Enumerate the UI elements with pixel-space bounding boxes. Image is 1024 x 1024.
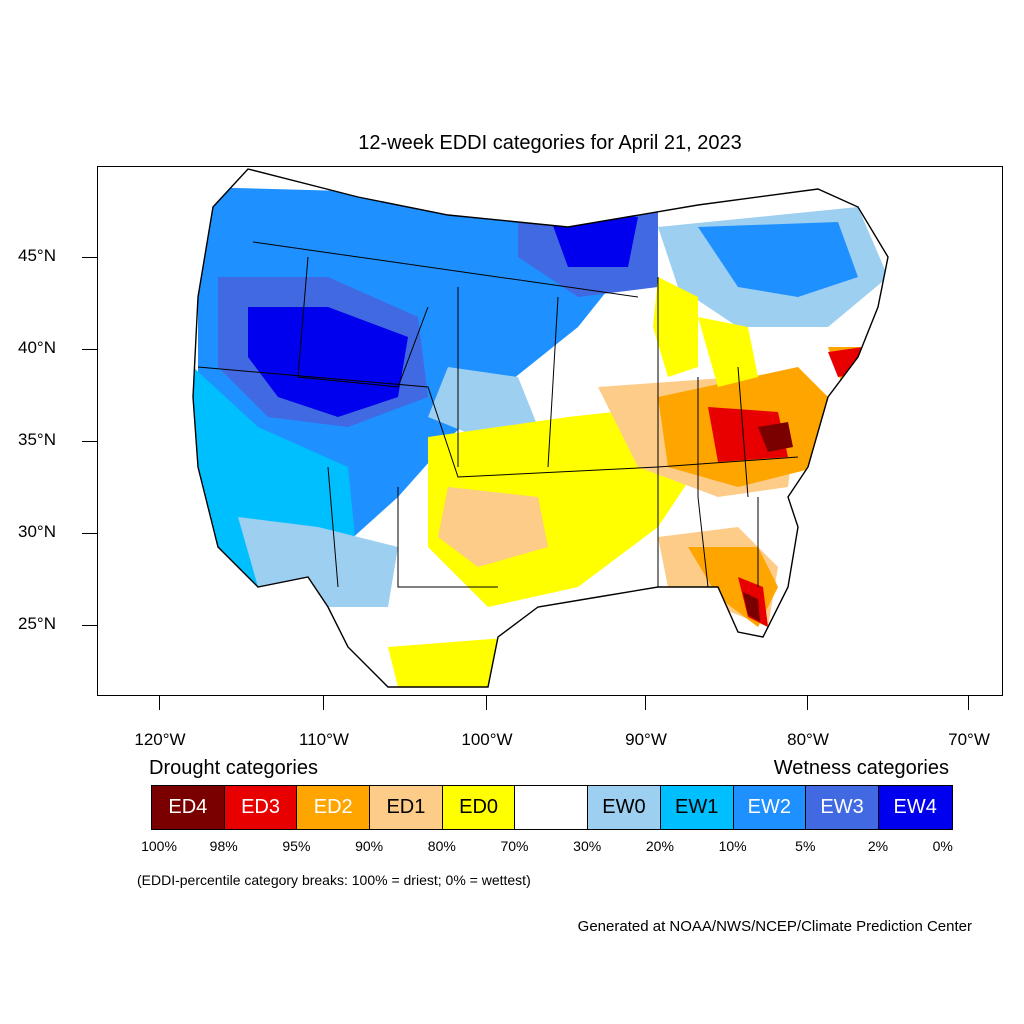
lat-label: 45°N xyxy=(18,246,56,265)
legend-box-ed2: ED2 xyxy=(297,786,371,829)
lon-tick xyxy=(645,696,646,710)
lon-tick xyxy=(807,696,808,710)
percent-break-label: 5% xyxy=(795,838,816,854)
percent-break-label: 100% xyxy=(141,838,177,854)
lon-tick xyxy=(159,696,160,710)
legend-box-ew1: EW1 xyxy=(660,786,734,829)
percent-break-label: 30% xyxy=(573,838,602,854)
percent-break-label: 20% xyxy=(645,838,674,854)
percent-break-label: 98% xyxy=(209,838,238,854)
lat-label: 40°N xyxy=(18,338,56,357)
legend-box-ew0: EW0 xyxy=(588,786,661,829)
eddi-map xyxy=(97,166,1003,696)
legend-box-ew2: EW2 xyxy=(733,786,807,829)
legend-box-neutral xyxy=(515,786,589,829)
lon-label: 70°W xyxy=(948,730,990,749)
lat-tick xyxy=(82,257,97,258)
legend-box-ed0: ED0 xyxy=(442,786,516,829)
percent-break-label: 2% xyxy=(867,838,889,854)
category-note: (EDDI-percentile category breaks: 100% =… xyxy=(137,872,531,888)
percent-break-label: 95% xyxy=(282,838,311,854)
wetness-heading: Wetness categories xyxy=(773,757,949,779)
eddi-category-fill xyxy=(193,169,888,687)
map-canvas xyxy=(192,168,889,688)
legend-box-ew3: EW3 xyxy=(806,786,879,829)
legend-box-ew4: EW4 xyxy=(878,786,952,829)
drought-heading: Drought categories xyxy=(149,757,318,779)
map-title: 12-week EDDI categories for April 21, 20… xyxy=(358,132,742,154)
lat-tick xyxy=(82,349,97,350)
percent-break-label: 90% xyxy=(355,838,384,854)
lon-tick xyxy=(323,696,324,710)
legend-box-ed3: ED3 xyxy=(224,786,298,829)
lon-tick xyxy=(968,696,969,710)
lat-tick xyxy=(82,625,97,626)
category-legend: ED4 ED3 ED2 ED1 ED0 EW0 EW1 EW2 EW3 EW4 xyxy=(151,785,953,830)
percent-break-label: 70% xyxy=(500,838,529,854)
lon-tick xyxy=(486,696,487,710)
lon-label: 100°W xyxy=(461,730,513,749)
lon-label: 120°W xyxy=(134,730,186,749)
lat-tick xyxy=(82,441,97,442)
state-boundaries xyxy=(192,168,889,688)
percent-break-label: 80% xyxy=(427,838,456,854)
lat-tick xyxy=(82,533,97,534)
credit-line: Generated at NOAA/NWS/NCEP/Climate Predi… xyxy=(577,918,972,935)
lat-label: 30°N xyxy=(18,522,56,541)
lon-label: 110°W xyxy=(299,730,349,749)
percent-break-label: 0% xyxy=(932,838,953,854)
percent-break-label: 10% xyxy=(718,838,747,854)
lat-label: 25°N xyxy=(18,614,56,633)
legend-box-ed4: ED4 xyxy=(152,786,225,829)
lon-label: 80°W xyxy=(787,730,829,749)
legend-box-ed1: ED1 xyxy=(370,786,443,829)
lon-label: 90°W xyxy=(625,730,667,749)
lat-label: 35°N xyxy=(18,430,56,449)
